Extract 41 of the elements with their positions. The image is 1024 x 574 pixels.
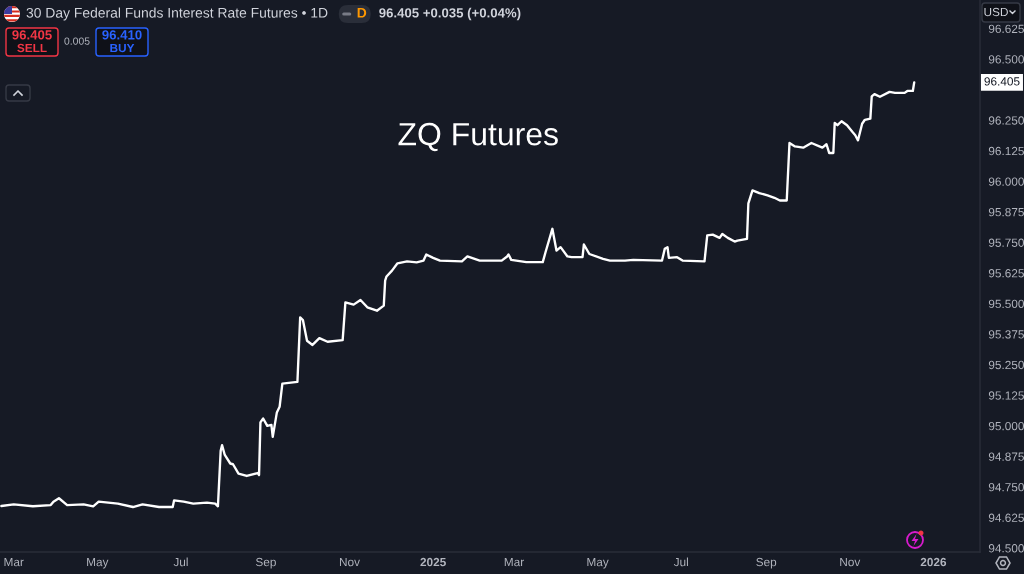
- text: 30 Day Federal Funds Interest Rate Futures • 1D: [26, 7, 328, 21]
- y-tick-label: 96.625: [988, 24, 1024, 33]
- x-tick-label: Sep: [756, 557, 777, 569]
- y-tick-label: 95.625: [988, 269, 1024, 278]
- y-tick-label: 94.500: [988, 544, 1024, 553]
- y-tick-label: 96.000: [988, 177, 1024, 186]
- text: 96.405: [984, 77, 1020, 86]
- annotation: 96.410: [102, 30, 142, 40]
- x-tick-label: May: [587, 557, 609, 569]
- y-tick-label: 94.625: [988, 513, 1024, 522]
- y-tick-label: 95.750: [988, 238, 1024, 247]
- text: USD: [984, 7, 1008, 17]
- annotation: 0.005: [64, 37, 90, 45]
- annotation: SELL: [17, 43, 47, 53]
- annotation: D: [357, 8, 367, 18]
- y-tick-label: 96.125: [988, 146, 1024, 156]
- y-tick-label: 96.250: [988, 116, 1024, 125]
- x-tick-label: Sep: [255, 557, 276, 569]
- y-tick-label: 95.250: [988, 360, 1024, 370]
- x-tick-label: Nov: [840, 557, 861, 567]
- text: ZQ Futures: [398, 122, 558, 152]
- x-tick-label: Nov: [339, 557, 360, 567]
- y-tick-label: 94.750: [988, 483, 1024, 492]
- annotation: 96.405: [12, 30, 52, 40]
- x-tick-label: Mar: [504, 557, 524, 567]
- annotation: BUY: [110, 43, 135, 53]
- x-tick-label: May: [87, 557, 109, 569]
- annotation: 96.405 +0.035 (+0.04%): [379, 7, 521, 21]
- y-tick-label: 95.000: [988, 421, 1024, 431]
- x-tick-label: Jul: [173, 557, 188, 567]
- y-tick-label: 94.875: [988, 452, 1024, 461]
- y-tick-label: 95.875: [988, 207, 1024, 217]
- y-tick-label: 95.500: [988, 299, 1024, 309]
- x-tick-label: 2025: [420, 557, 446, 567]
- x-tick-label: Mar: [4, 557, 24, 567]
- line-series: [0, 81, 916, 509]
- y-tick-label: 95.375: [988, 330, 1024, 339]
- y-tick-label: 95.125: [988, 391, 1024, 400]
- x-tick-label: 2026: [920, 557, 947, 567]
- x-tick-label: Jul: [673, 557, 688, 567]
- y-tick-label: 96.500: [988, 55, 1024, 64]
